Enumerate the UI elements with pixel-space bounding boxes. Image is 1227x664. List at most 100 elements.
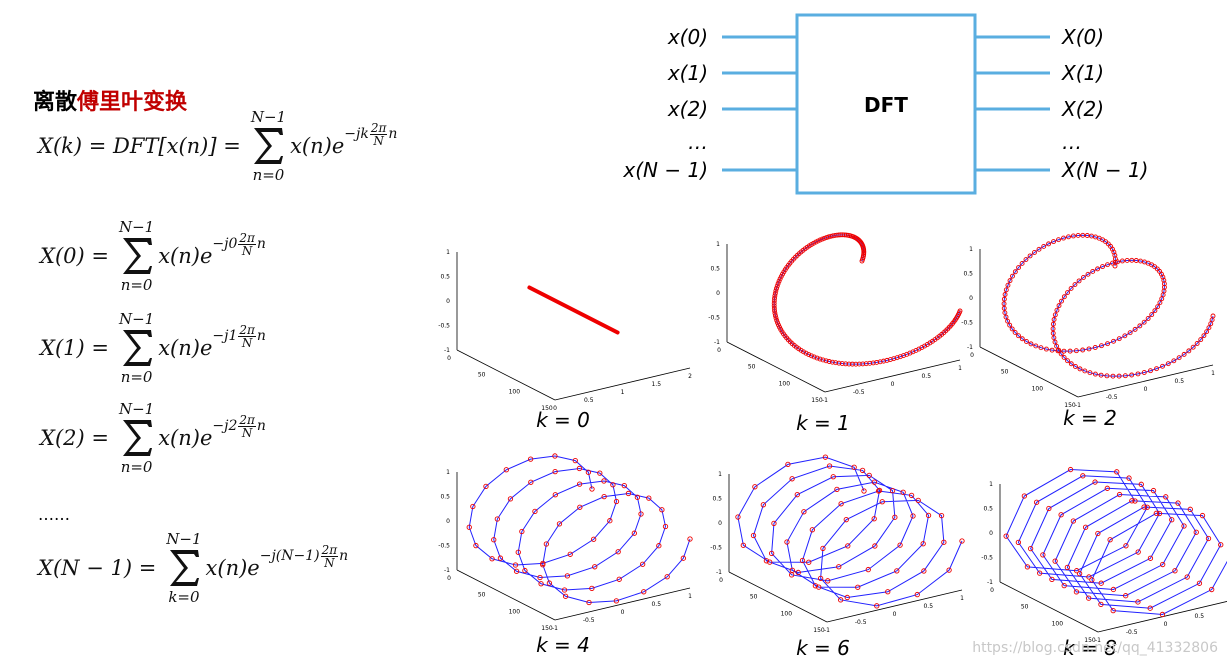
n-tick-label: 0 (990, 587, 994, 594)
marker (1072, 282, 1078, 288)
marker (491, 537, 497, 543)
sigma-glyph (254, 128, 284, 164)
marker (1122, 333, 1128, 339)
marker (1085, 271, 1091, 277)
marker (817, 356, 823, 362)
marker (1058, 512, 1064, 518)
marker (1218, 542, 1224, 548)
marker (1059, 298, 1064, 304)
marker (1023, 257, 1029, 263)
marker (585, 469, 592, 475)
marker (784, 539, 790, 545)
marker (1073, 589, 1080, 595)
z-tick-label: 1 (718, 471, 722, 478)
marker (772, 295, 777, 301)
marker (1176, 355, 1182, 361)
marker (1075, 233, 1081, 238)
summand: x(n)e (158, 336, 213, 360)
marker (771, 303, 777, 309)
n-tick-label: 100 (509, 608, 521, 615)
marker (1089, 577, 1095, 583)
x-tick-label: -0.5 (1126, 629, 1138, 636)
sigma-glyph (122, 420, 152, 456)
exponent-tail: n (339, 548, 349, 564)
curve (773, 234, 961, 365)
marker (811, 354, 817, 360)
marker (1159, 611, 1166, 618)
marker (543, 541, 550, 547)
exponent-prefix: −j2 (212, 418, 238, 434)
sigma-glyph (169, 550, 199, 586)
marker (1076, 570, 1083, 577)
marker (503, 467, 509, 473)
z-tick-label: -1 (716, 569, 722, 576)
marker (789, 476, 795, 482)
marker (1149, 312, 1155, 318)
fraction: 2π N (238, 324, 256, 349)
marker (772, 290, 778, 296)
n-tick-label: 50 (750, 594, 758, 601)
marker (621, 482, 627, 489)
marker (836, 360, 842, 366)
marker (1129, 257, 1135, 263)
marker (775, 281, 781, 286)
sigma (169, 550, 199, 586)
marker (1087, 370, 1093, 376)
marker (1024, 339, 1029, 344)
marker (1001, 296, 1007, 302)
marker (1129, 372, 1135, 378)
z-tick-label: -0.5 (708, 315, 720, 322)
ellipsis: …… (38, 505, 70, 524)
marker (872, 543, 878, 549)
numerator: 2π (238, 412, 256, 427)
z-tick-label: 0.5 (710, 266, 720, 273)
n-tick-label: 150 (811, 397, 823, 404)
marker (610, 482, 616, 488)
marker (1055, 348, 1061, 354)
marker (1132, 498, 1138, 504)
marker (601, 493, 607, 500)
sum-lower: n=0 (120, 458, 153, 476)
marker (1086, 574, 1092, 580)
marker (1070, 233, 1076, 239)
marker (522, 567, 528, 574)
marker (773, 288, 779, 294)
marker (1005, 318, 1011, 324)
n-tick-label: 100 (509, 388, 521, 395)
sigma (122, 330, 152, 366)
exponent-tail: n (256, 328, 266, 344)
marker (497, 555, 504, 561)
marker (1052, 312, 1058, 318)
sum-lower: n=0 (252, 166, 285, 184)
marker (634, 494, 641, 500)
marker (867, 360, 873, 366)
marker (1205, 535, 1212, 542)
marker (763, 558, 770, 564)
summation: N−1 n=0 (119, 310, 154, 386)
n-axis (979, 346, 1079, 398)
marker (801, 509, 807, 515)
marker (874, 603, 880, 609)
dft-box (795, 13, 977, 195)
exponent-prefix: −j0 (212, 236, 238, 252)
marker (1133, 258, 1139, 263)
marker (1073, 364, 1078, 369)
marker (825, 578, 831, 584)
n-tick-label: 150 (541, 405, 553, 412)
marker (771, 300, 777, 306)
marker (1058, 351, 1064, 357)
marker (631, 530, 637, 536)
marker (1199, 512, 1206, 519)
marker (1119, 258, 1125, 264)
marker (1061, 355, 1067, 360)
marker (871, 479, 878, 485)
marker (1141, 370, 1147, 375)
marker (1181, 351, 1187, 357)
z-tick-label: 0 (716, 290, 720, 297)
formula-lhs: X(2) = (40, 426, 109, 450)
marker (1132, 326, 1138, 332)
sigma (254, 128, 284, 164)
marker (865, 566, 871, 573)
